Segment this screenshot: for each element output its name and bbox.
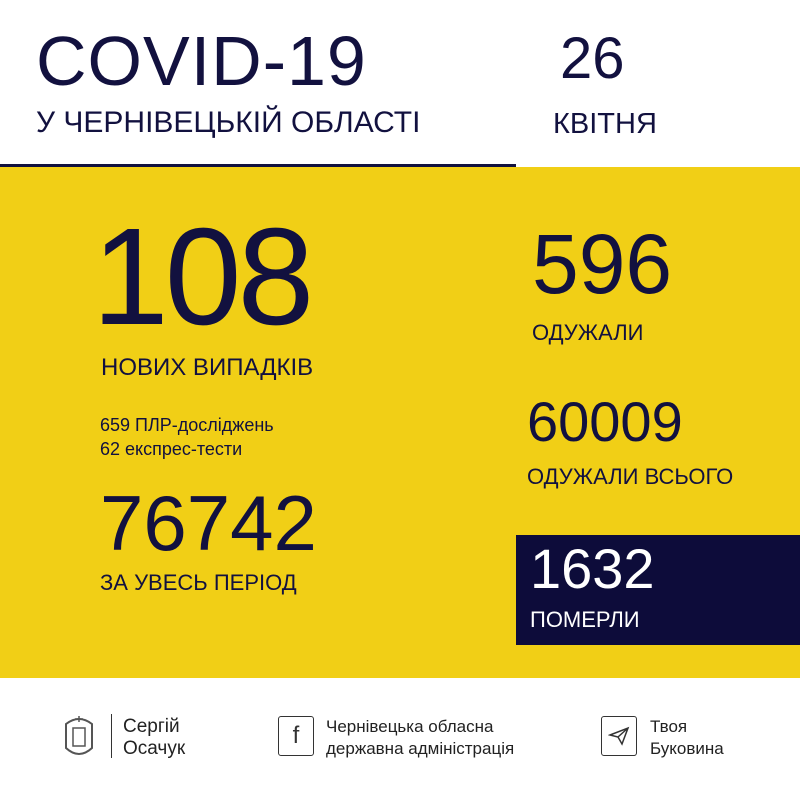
footer-divider — [111, 714, 112, 758]
pcr-tests: 659 ПЛР-досліджень — [100, 415, 274, 435]
facebook-page-link[interactable]: Чернівецька обласна державна адміністрац… — [326, 717, 515, 758]
new-cases-label: НОВИХ ВИПАДКІВ — [101, 354, 314, 381]
coat-of-arms-icon — [65, 716, 93, 755]
date-month: КВІТНЯ — [553, 108, 657, 140]
recovered-value: 596 — [532, 217, 673, 311]
tests-info: 659 ПЛР-досліджень 62 експрес-тести — [100, 413, 274, 461]
total-cases-label: ЗА УВЕСЬ ПЕРІОД — [100, 570, 297, 595]
telegram-icon[interactable] — [601, 716, 637, 756]
deaths-value: 1632 — [530, 537, 655, 600]
express-tests: 62 експрес-тести — [100, 439, 243, 459]
person-name: Сергій Осачук — [123, 716, 186, 759]
page-title: COVID-19 — [36, 22, 367, 100]
total-cases-value: 76742 — [100, 479, 317, 567]
facebook-icon[interactable]: f — [278, 716, 314, 756]
date-day: 26 — [560, 26, 625, 91]
region-subtitle: У ЧЕРНІВЕЦЬКІЙ ОБЛАСТІ — [36, 106, 421, 139]
deaths-label: ПОМЕРЛИ — [530, 607, 640, 632]
new-cases-value: 108 — [92, 200, 314, 354]
deaths-box: 1632 ПОМЕРЛИ — [516, 535, 800, 645]
divider — [0, 164, 516, 167]
recovered-label: ОДУЖАЛИ — [532, 320, 644, 345]
recovered-total-value: 60009 — [527, 390, 683, 453]
recovered-total-label: ОДУЖАЛИ ВСЬОГО — [527, 464, 734, 489]
telegram-channel-link[interactable]: Твоя Буковина — [650, 717, 724, 758]
